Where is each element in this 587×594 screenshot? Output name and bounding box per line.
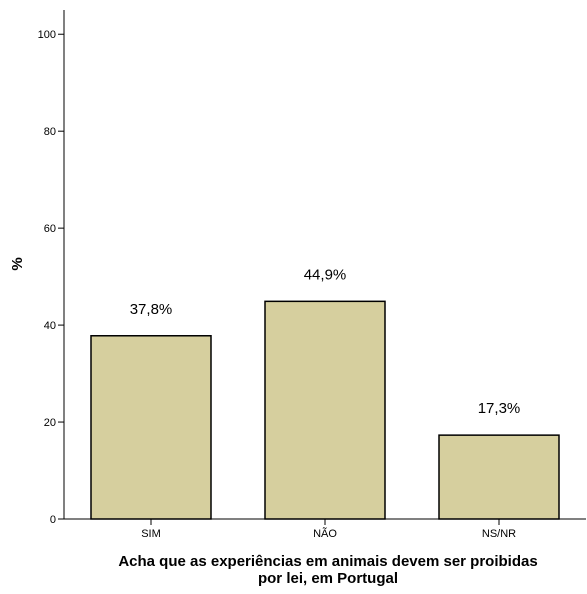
y-tick-label: 100: [38, 29, 56, 41]
x-tick-label: NS/NR: [482, 528, 516, 540]
bar: [264, 300, 386, 520]
bar: [90, 335, 212, 520]
data-labels: 37,8% 44,9% 17,3%: [130, 266, 521, 417]
x-ticks: SIM NÃO NS/NR: [141, 519, 516, 540]
bar-value-label: 17,3%: [478, 400, 521, 417]
bar-value-label: 44,9%: [304, 266, 347, 283]
bar: [438, 434, 560, 520]
y-tick-label: 80: [44, 126, 56, 138]
bars: [90, 300, 560, 520]
y-ticks: 0 20 40 60 80 100: [38, 29, 64, 526]
y-tick-label: 60: [44, 223, 56, 235]
x-tick-label: NÃO: [313, 527, 337, 540]
y-tick-label: 20: [44, 417, 56, 429]
x-tick-label: SIM: [141, 528, 161, 540]
x-axis-title-line-1: Acha que as experiências em animais deve…: [118, 553, 537, 570]
x-axis-title-line-2: por lei, em Portugal: [258, 570, 398, 587]
y-axis-title: %: [9, 257, 26, 270]
y-tick-label: 0: [50, 514, 56, 526]
y-tick-label: 40: [44, 320, 56, 332]
bar-value-label: 37,8%: [130, 301, 173, 318]
